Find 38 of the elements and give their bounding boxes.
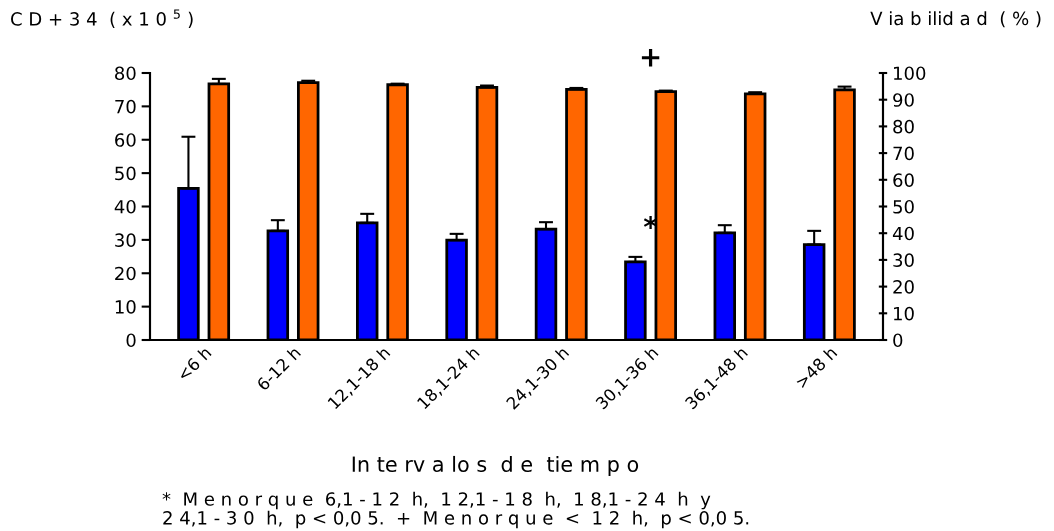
y2-tick-label: 0 xyxy=(893,333,903,348)
y-axis-title: C D + 3 4 ( x 1 0 $^{5}$ ) xyxy=(11,9,193,28)
y-tick-label: 80 xyxy=(115,66,136,81)
bar xyxy=(534,227,558,340)
y2-tick-label: 30 xyxy=(893,253,914,268)
bar xyxy=(177,187,200,340)
y-tick-label: 0 xyxy=(126,333,136,348)
x-tick-label: <6 h xyxy=(176,345,212,382)
y-tick-label: 50 xyxy=(115,166,136,181)
y-tick-label: 60 xyxy=(115,133,136,147)
bar xyxy=(207,82,231,340)
y2-tick-label: 80 xyxy=(893,119,914,134)
bar xyxy=(565,87,588,340)
x-axis-title: In te rv a lo s d e tie m p o xyxy=(352,455,639,477)
y2-tick-label: 70 xyxy=(893,146,914,161)
bar xyxy=(386,83,409,340)
bar xyxy=(297,81,320,340)
y2-tick-label: 10 xyxy=(894,306,914,321)
bar xyxy=(624,260,647,340)
y-tick-label: 30 xyxy=(115,233,136,247)
y-tick-label: 40 xyxy=(114,199,136,214)
bar xyxy=(743,92,767,340)
y2-tick-label: 90 xyxy=(893,93,914,107)
y2-tick-label: 40 xyxy=(892,226,914,241)
bar xyxy=(445,238,468,340)
bar xyxy=(833,88,856,340)
y-tick-label: 20 xyxy=(115,266,136,281)
y2-tick-label: 100 xyxy=(894,66,926,81)
bar xyxy=(475,86,499,340)
bar xyxy=(654,90,677,340)
y-tick-label: 10 xyxy=(115,300,136,314)
text: * M e n o r q u e 6,1 - 1 2 h, 1 2,1 - 1 8 h, 1 8,1 - 2 4 h y 2 4,1 - 3 0 h, p < 0,0 5. + M e n o r q u e < 1 2 h, p < 0,0 5. xyxy=(162,491,749,529)
y2-tick-label: 20 xyxy=(893,280,914,294)
y-tick-label: 70 xyxy=(115,99,136,114)
y2-tick-label: 60 xyxy=(893,173,914,187)
annotation: + xyxy=(641,49,660,67)
y2-tick-label: 50 xyxy=(893,199,914,214)
y2-axis-title: V ia b ilid a d ( % ) xyxy=(870,11,1041,28)
